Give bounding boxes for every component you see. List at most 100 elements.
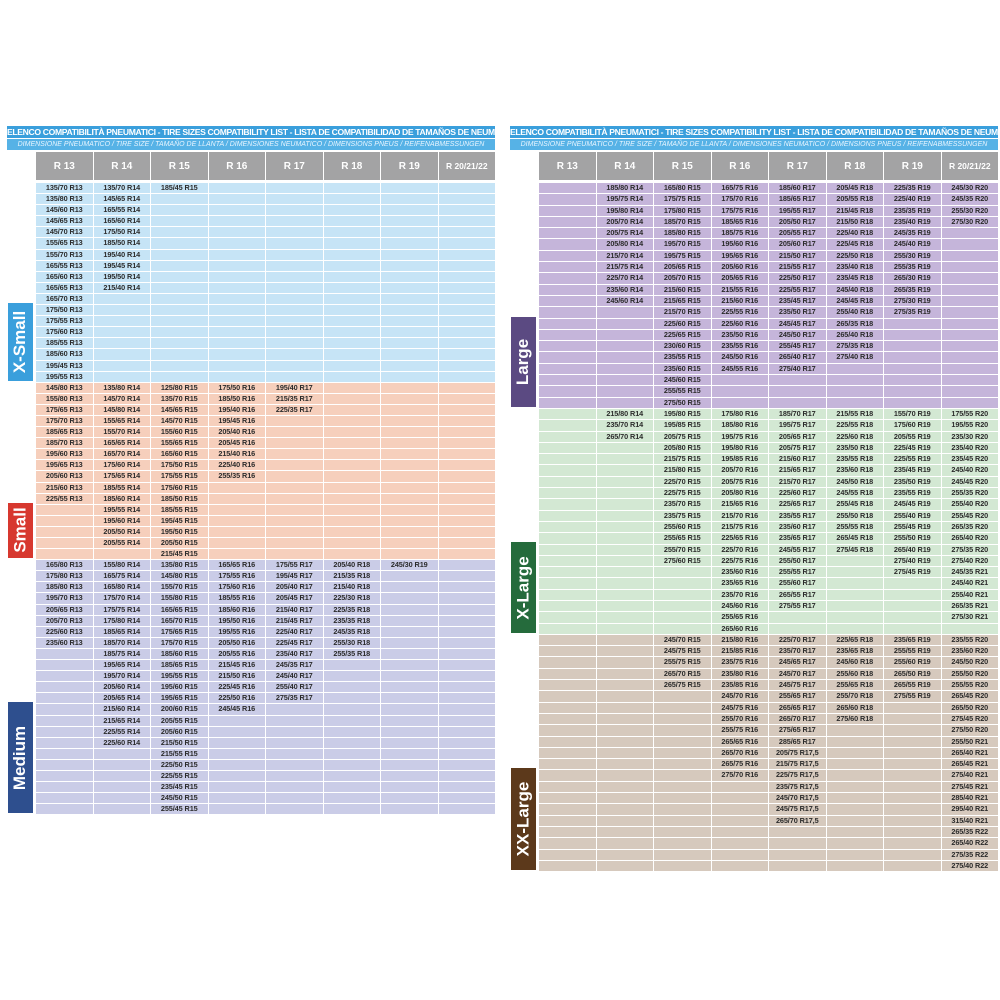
tire-size-cell [36, 515, 93, 526]
size-category-text: Small [10, 507, 30, 554]
tire-size-cell: 145/80 R15 [151, 571, 208, 582]
tire-size-cell: 145/70 R15 [151, 415, 208, 427]
row-gutter [7, 671, 35, 681]
tire-size-cell [438, 759, 495, 770]
tire-size-cell [596, 567, 653, 578]
tire-size-cell [654, 736, 711, 747]
tire-size-cell: 205/55 R18 [826, 194, 883, 205]
tire-size-cell: 285/40 R21 [941, 793, 998, 804]
tire-size-cell: 235/50 R16 [711, 329, 768, 341]
tire-size-cell: 215/85 R16 [711, 646, 768, 657]
table-row: 265/35 R22 [510, 826, 998, 838]
row-gutter [510, 262, 538, 272]
tire-size-cell [266, 782, 323, 793]
tire-size-cell: 205/70 R15 [654, 273, 711, 284]
tire-size-cell: 175/50 R14 [93, 227, 150, 238]
tire-size-cell [381, 216, 438, 227]
table-row: 275/50 R15 [510, 397, 998, 408]
tire-size-cell [654, 612, 711, 623]
tire-size-cell: 215/70 R17 [769, 476, 826, 488]
tire-size-cell [539, 329, 596, 341]
table-row: 275/40 R22 [510, 860, 998, 872]
tire-size-cell: 255/70 R18 [826, 691, 883, 702]
tire-size-cell: 235/70 R16 [711, 589, 768, 600]
tire-size-cell [151, 305, 208, 316]
tire-size-cell: 235/45 R20 [941, 454, 998, 465]
tire-size-cell: 155/65 R14 [93, 415, 150, 427]
tire-size-cell [438, 615, 495, 626]
table-row: 215/75 R15 195/85 R16 215/60 R17 235/55 R18… [510, 454, 998, 465]
tire-size-cell [941, 228, 998, 239]
tire-size-cell [266, 471, 323, 482]
tire-size-cell: 235/60 R18 [826, 465, 883, 476]
tire-size-cell [266, 504, 323, 515]
tire-size-cell [539, 408, 596, 420]
tire-size-cell [884, 747, 941, 759]
tire-size-cell: 225/55 R15 [151, 770, 208, 782]
tire-size-cell [323, 438, 380, 449]
tire-size-cell: 195/55 R17 [769, 205, 826, 216]
tire-size-cell: 265/30 R19 [884, 273, 941, 284]
tire-size-cell [208, 238, 265, 249]
tire-size-cell [381, 349, 438, 360]
tire-size-cell [826, 793, 883, 804]
tire-size-cell [539, 465, 596, 476]
tire-size-cell [323, 360, 380, 371]
tire-size-cell: 215/65 R16 [711, 499, 768, 510]
tire-size-cell: 205/65 R14 [93, 693, 150, 704]
table-row: 185/70 R13 165/65 R14 155/65 R15 205/45 R16 [7, 438, 495, 449]
section-xx-large: 245/70 R15 215/80 R16 225/70 R17 225/65 R18… [510, 634, 998, 872]
tire-size-cell: 255/40 R21 [941, 589, 998, 600]
tire-size-cell: 185/55 R16 [208, 593, 265, 604]
tire-size-cell [654, 770, 711, 781]
tire-size-cell [826, 804, 883, 815]
tire-size-cell: 165/70 R15 [151, 615, 208, 626]
tire-size-cell [323, 671, 380, 682]
tire-size-cell [323, 338, 380, 349]
tire-size-cell: 275/55 R19 [884, 691, 941, 702]
tire-size-cell: 205/75 R17,5 [769, 747, 826, 759]
row-gutter [7, 616, 35, 626]
tire-size-cell [539, 826, 596, 838]
tire-size-cell: 215/40 R17 [266, 604, 323, 615]
tire-size-cell [884, 770, 941, 781]
tire-size-cell: 195/80 R15 [654, 408, 711, 420]
tire-size-cell: 205/65 R16 [711, 273, 768, 284]
tire-size-cell: 155/70 R19 [884, 408, 941, 420]
tire-size-cell: 165/80 R14 [93, 582, 150, 593]
tire-size-cell: 255/55 R17 [769, 567, 826, 578]
table-row: 195/60 R14 195/45 R15 [7, 515, 495, 526]
tire-size-cell [93, 770, 150, 782]
size-category-label: Small [8, 502, 33, 559]
table-row: 235/75 R15 215/70 R16 235/55 R17 255/50 R18… [510, 510, 998, 521]
table-row: 145/70 R13 175/50 R14 [7, 227, 495, 238]
tire-size-cell: 245/75 R15 [654, 646, 711, 657]
tire-size-cell [884, 623, 941, 634]
table-row: 225/70 R14 205/70 R15 205/65 R16 225/50 R17… [510, 273, 998, 284]
tire-size-cell [596, 600, 653, 612]
tire-size-cell: 205/75 R14 [596, 228, 653, 239]
table-row: 265/70 R14 205/75 R15 195/75 R16 205/65 R17… [510, 431, 998, 442]
size-category-label: X-Small [8, 303, 33, 381]
column-header: R 15 [151, 152, 208, 180]
tire-size-cell [941, 295, 998, 307]
header-spacer [7, 152, 35, 180]
tire-size-cell: 175/70 R14 [93, 593, 150, 604]
tire-size-cell [539, 747, 596, 759]
tire-size-cell: 195/70 R13 [36, 593, 93, 604]
tire-size-cell: 245/50 R17 [769, 329, 826, 341]
tire-size-cell: 165/80 R13 [36, 560, 93, 571]
column-header: R 17 [769, 152, 826, 180]
tire-size-cell: 245/50 R18 [826, 476, 883, 488]
table-row: 225/55 R14 205/60 R15 [7, 726, 495, 737]
tire-size-cell [323, 682, 380, 693]
tire-size-cell: 275/35 R22 [941, 849, 998, 860]
tire-size-cell: 215/40 R16 [208, 449, 265, 460]
tire-size-cell [266, 538, 323, 549]
tire-size-cell [323, 282, 380, 293]
tire-size-cell: 245/75 R17,5 [769, 804, 826, 815]
tire-size-cell [151, 327, 208, 338]
tire-size-cell [826, 860, 883, 872]
tire-size-cell [539, 216, 596, 228]
tire-size-cell [36, 737, 93, 748]
